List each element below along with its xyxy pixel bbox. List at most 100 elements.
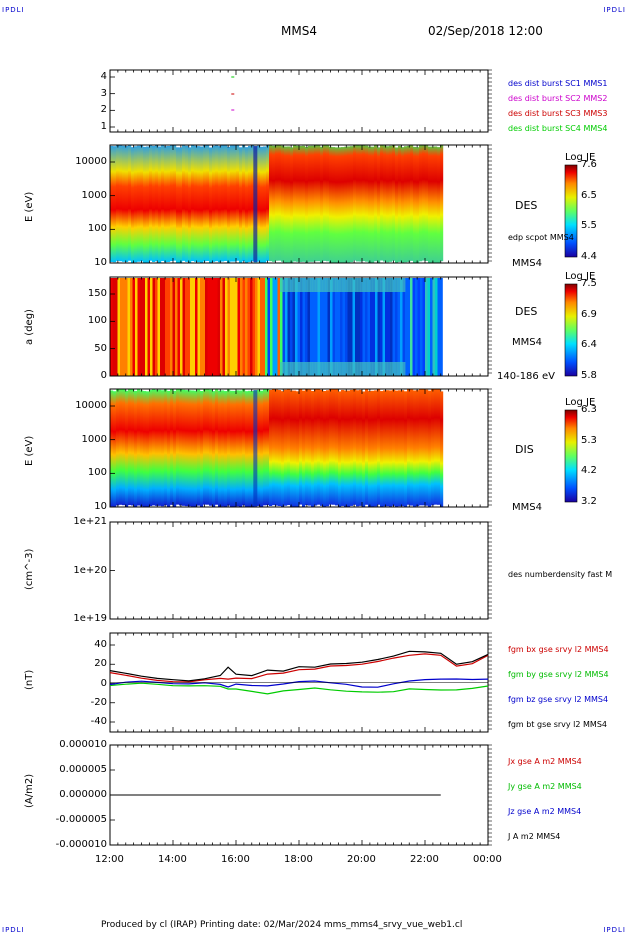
des-energy-spectrogram-column: [410, 144, 414, 261]
pitch-y-tick-label: 100: [87, 315, 107, 327]
pitch-angle-column: [310, 278, 313, 376]
des-energy-spectrogram-column: [260, 146, 264, 263]
pitch-angle-column: [272, 278, 276, 376]
pitch-angle-column: [262, 278, 266, 376]
des-energy-spectrogram-column: [413, 146, 417, 263]
pitch-angle-column: [125, 278, 128, 376]
des-energy-spectrogram-column: [146, 146, 150, 263]
colorbar-tick-label: 6.9: [581, 308, 597, 320]
pitch-angle-edge: [320, 278, 323, 292]
pitch-angle-edge: [380, 362, 383, 376]
dis-energy-spectrogram-column: [245, 391, 249, 508]
pitch-angle-column: [350, 278, 353, 376]
des-energy-spectrogram-column: [179, 147, 183, 264]
pitch-angle-edge: [280, 362, 283, 376]
pitch-angle-column: [355, 278, 358, 376]
pitch-angle-edge: [395, 278, 398, 292]
dis-energy-y-tick-label: 10000: [75, 400, 107, 411]
pitch-angle-edge: [325, 278, 328, 292]
dis-energy-spectrogram-column: [143, 391, 147, 508]
pitch-angle-column: [417, 278, 421, 376]
pitch-angle-edge: [297, 278, 301, 292]
dis-energy-spectrogram-column: [194, 390, 198, 507]
pitch-angle-edge: [400, 362, 403, 376]
des-energy-spectrogram-column: [344, 146, 348, 263]
pitch-angle-column: [290, 278, 293, 376]
pitch-angle-edge: [282, 362, 286, 376]
des-energy-spectrogram-column: [389, 145, 393, 262]
des-energy-spectrogram-column: [227, 146, 231, 263]
pitch-angle-column: [157, 278, 161, 376]
pitch-angle-column: [385, 278, 388, 376]
dis-energy-spectrogram-column: [302, 390, 306, 507]
pitch-angle-column: [245, 278, 248, 376]
dis-energy-spectrogram-column: [281, 391, 285, 508]
dis-energy-y-tick-label: 100: [87, 467, 107, 479]
bfield-y-tick-label: 40: [94, 639, 107, 650]
pitch-angle-column: [142, 278, 146, 376]
pitch-spacecraft-label: MMS4: [512, 337, 542, 348]
dis-energy-spectrogram-column: [224, 391, 228, 508]
bfield-y-tick-label: 20: [94, 658, 107, 670]
des-energy-spectrogram-column: [119, 145, 123, 262]
pitch-angle-column: [117, 278, 121, 376]
des-energy-spectrogram-column: [419, 145, 423, 262]
des-energy-spectrogram-column: [272, 145, 276, 262]
dis-energy-spectrogram-column: [152, 389, 156, 506]
pitch-angle-edge: [397, 362, 401, 376]
density-legend-entry: des numberdensity fast M: [508, 570, 613, 579]
dis-energy-spectrogram-column: [119, 388, 123, 505]
pitch-angle-edge: [385, 278, 388, 292]
pitch-angle-column: [240, 278, 243, 376]
dis-energy-spacecraft-label: MMS4: [512, 502, 542, 513]
pitch-angle-edge: [332, 278, 336, 292]
pitch-angle-edge: [380, 278, 383, 292]
des-energy-spectrogram-column: [212, 145, 216, 262]
des-energy-spectrogram-column: [341, 147, 345, 264]
current-legend-entry: Jy gse A m2 MMS4: [508, 782, 582, 791]
dis-energy-spectrogram-column: [251, 390, 255, 507]
colorbar-tick-label: 4.4: [581, 251, 597, 262]
des-energy-spectrogram-column: [110, 145, 114, 262]
des-energy-spectrogram-column: [176, 147, 180, 264]
corner-label-top-right: IPDLI: [603, 6, 626, 14]
pitch-angle-column: [175, 278, 178, 376]
series-line-bz: [109, 678, 489, 688]
bfield-y-tick-label: 0: [100, 677, 107, 689]
pitch-angle-edge: [300, 362, 303, 376]
pitch-angle-column: [280, 278, 283, 376]
series-line-bx: [109, 653, 489, 683]
pitch-angle-edge: [297, 362, 301, 376]
pitch-angle-edge: [325, 362, 328, 376]
pitch-angle-edge: [340, 362, 343, 376]
dis-energy-spectrogram-column: [209, 389, 213, 506]
pitch-angle-column: [360, 278, 363, 376]
dis-energy-spectrogram-column: [122, 389, 126, 506]
des-energy-spectrogram-column: [338, 147, 342, 264]
pitch-angle-edge: [310, 362, 313, 376]
pitch-angle-column: [247, 278, 251, 376]
panel-frame-density: [109, 521, 489, 620]
dis-energy-spectrogram-column: [305, 389, 309, 506]
colorbar-des_energy: [564, 164, 578, 258]
pitch-angle-column: [425, 278, 428, 376]
pitch-angle-edge: [375, 278, 378, 292]
pitch-angle-edge: [355, 278, 358, 292]
dis-energy-spectrogram-column: [389, 390, 393, 507]
dis-energy-spectrogram-column: [212, 391, 216, 508]
pitch-angle-column: [410, 278, 413, 376]
des-energy-spectrogram-column: [173, 144, 177, 261]
des-energy-spectrogram-column: [326, 145, 330, 262]
pitch-angle-edge: [320, 362, 323, 376]
colorbar-dis_energy: [564, 409, 578, 503]
pitch-angle-column: [300, 278, 303, 376]
des-energy-spectrogram-column: [203, 145, 207, 262]
dis-energy-spectrogram-column: [137, 389, 141, 506]
des-energy-spectrogram-column: [131, 147, 135, 264]
pitch-angle-edge: [367, 278, 371, 292]
pitch-angle-column: [330, 278, 333, 376]
dis-energy-spectrogram-column: [431, 389, 435, 506]
des-energy-spectrogram-column: [368, 146, 372, 263]
dis-energy-spectrogram-column: [335, 389, 339, 506]
des-energy-spectrogram-column: [188, 147, 192, 264]
